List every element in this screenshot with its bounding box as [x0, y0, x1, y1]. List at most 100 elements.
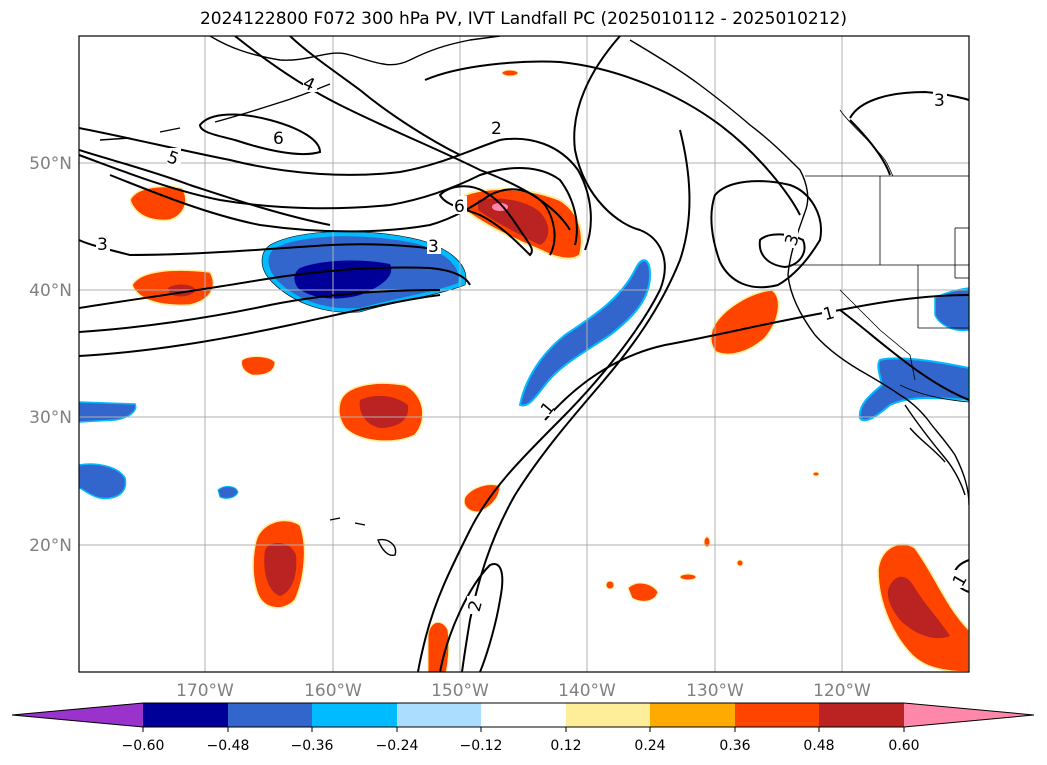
- lon-label-170w: 170°W: [176, 681, 234, 701]
- colorbar-bin-6: [650, 703, 735, 727]
- neg-blob-west-25n: [79, 463, 127, 500]
- colorbar-bin-7: [735, 703, 819, 727]
- contour-ridge: [417, 36, 666, 672]
- colorbar-over-triangle: [904, 703, 1034, 727]
- map-frame: [78, 35, 970, 673]
- colorbar-tick-label-0: −0.60: [122, 738, 165, 754]
- lon-label-130w: 130°W: [686, 681, 744, 701]
- colorbar-tick-label-3: −0.24: [376, 738, 419, 754]
- political-borders: [790, 109, 969, 403]
- contour-3-south: [79, 266, 471, 309]
- hawaii-1: [329, 517, 397, 557]
- contour-label-2-south: 2: [465, 598, 487, 614]
- baja: [904, 404, 966, 496]
- colorbar-tick-label-1: −0.48: [207, 738, 250, 754]
- pos-blob-dot-5: [605, 580, 615, 590]
- colorbar-under-triangle: [12, 703, 143, 727]
- pos-blob-dot-2: [679, 573, 697, 581]
- longitude-labels: 170°W 160°W 150°W 140°W 130°W 120°W: [176, 681, 871, 701]
- map-background: [79, 36, 969, 672]
- pos-blob-dot-6: [812, 471, 820, 477]
- contour-northeast-2: [849, 119, 891, 176]
- contour-1-long: [79, 294, 441, 357]
- colorbar-tick-label-5: 0.12: [550, 738, 581, 754]
- colorbar-ticks: [142, 727, 905, 732]
- contour-labels: 4 6 5 2 6 3 3 3 3 1 1: [96, 73, 969, 614]
- contour-6-north: [198, 113, 322, 156]
- us-west-coast: [787, 211, 969, 506]
- contour-label-6-north: 6: [273, 129, 284, 149]
- coastlines: [99, 36, 969, 557]
- map-title: 2024122800 F072 300 hPa PV, IVT Landfall…: [199, 9, 847, 29]
- contour-trough-east: [710, 180, 822, 289]
- colorbar-tick-label-4: −0.12: [460, 738, 503, 754]
- pos-blob-small-16n: [627, 582, 659, 602]
- neg-blob-central: [518, 259, 652, 407]
- contour-label-3-center: 3: [428, 237, 439, 257]
- contour-5: [79, 149, 331, 226]
- colorbar: −0.60 −0.48 −0.36 −0.24 −0.12 0.12 0.24 …: [11, 702, 1035, 754]
- contour-4: [289, 36, 461, 156]
- contour-1-east-tail: [839, 309, 969, 401]
- contour-label-6-center: 6: [454, 197, 465, 217]
- contour-label-3-northeast: 3: [934, 91, 945, 111]
- colorbar-bin-0: [143, 703, 228, 727]
- colorbar-bin-1: [228, 703, 312, 727]
- neg-blob-east-edge: [934, 287, 969, 332]
- pos-blob-southeast-dark: [887, 576, 950, 639]
- pos-blob-18n-dark: [264, 543, 297, 596]
- map-area: 4 6 5 2 6 3 3 3 3 1 1: [78, 35, 970, 673]
- colorbar-tick-label-2: −0.36: [291, 738, 334, 754]
- contour-jet-3: [79, 154, 578, 246]
- contour-2-south: [439, 563, 504, 672]
- colorbar-bin-8: [819, 703, 904, 727]
- colorbar-bin-2: [312, 703, 397, 727]
- lat-label-50n: 50°N: [29, 154, 72, 174]
- contour-label-2-north: 2: [491, 119, 502, 139]
- pos-blob-30n-dark: [359, 395, 409, 428]
- contour-6-closed: [438, 185, 533, 257]
- pos-blob-dot-1: [501, 69, 519, 77]
- contour-2-north: [424, 60, 801, 216]
- colorbar-tick-label-8: 0.48: [803, 738, 834, 754]
- contour-label-1-east: 1: [821, 303, 837, 325]
- colorbar-bin-3: [397, 703, 481, 727]
- neg-blob-small: [217, 485, 239, 499]
- neg-blob-north-pacific-dark: [294, 260, 392, 299]
- lat-label-40n: 40°N: [29, 281, 72, 301]
- contour-3-northeast: [849, 90, 969, 119]
- neg-blob-east-coast: [858, 357, 969, 422]
- colorbar-bin-4: [481, 703, 566, 727]
- lon-label-120w: 120°W: [813, 681, 871, 701]
- contour-3-lower: [79, 289, 441, 333]
- pos-blob-coast-38n: [710, 289, 780, 356]
- contour-1-east: [544, 294, 969, 421]
- graticule: [79, 36, 969, 672]
- colorbar-bin-5: [566, 703, 650, 727]
- colorbar-tick-label-9: 0.60: [888, 738, 919, 754]
- lat-label-20n: 20°N: [29, 536, 72, 556]
- colorbar-tick-label-6: 0.24: [634, 738, 665, 754]
- latitude-labels: 50°N 40°N 30°N 20°N: [29, 154, 72, 556]
- pv-contours: [79, 36, 969, 672]
- bc-alaska-panhandle: [629, 39, 809, 213]
- lon-label-160w: 160°W: [304, 681, 362, 701]
- pos-blob-24n: [463, 484, 501, 513]
- contour-jet-2: [79, 127, 592, 251]
- contour-label-3-west: 3: [97, 235, 108, 255]
- lon-label-150w: 150°W: [431, 681, 489, 701]
- lat-label-30n: 30°N: [29, 408, 72, 428]
- contour-3-closed-coast: [758, 233, 806, 269]
- contour-3-west: [79, 239, 441, 257]
- ivt-filled-regions: [79, 69, 969, 672]
- alaska-coast: [209, 36, 501, 66]
- contour-ridge-inner: [461, 129, 691, 672]
- pos-blob-west-48n: [129, 185, 187, 222]
- pos-blob-dot-4: [736, 559, 744, 567]
- colorbar-tick-label-7: 0.36: [719, 738, 750, 754]
- lon-label-140w: 140°W: [558, 681, 616, 701]
- contour-jet-4: [109, 174, 556, 256]
- gulf-california: [909, 427, 946, 463]
- pos-blob-small-35n: [241, 356, 276, 376]
